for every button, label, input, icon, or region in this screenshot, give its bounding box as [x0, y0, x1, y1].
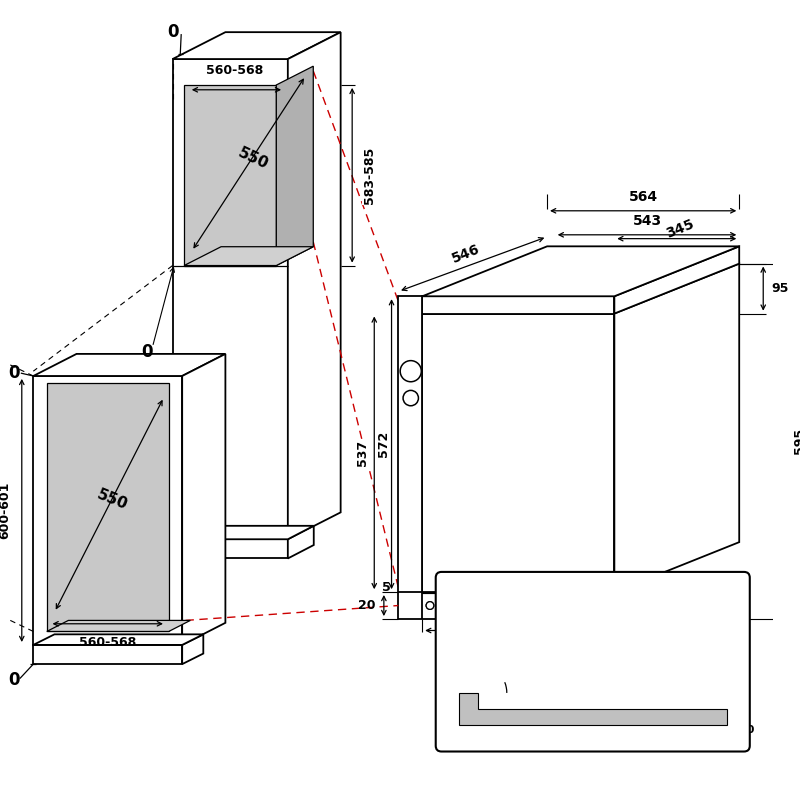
Polygon shape: [422, 264, 739, 314]
Text: 20: 20: [358, 599, 375, 612]
Text: 595: 595: [504, 638, 533, 652]
Text: 595: 595: [793, 428, 800, 454]
Text: 89°: 89°: [513, 666, 536, 678]
Polygon shape: [288, 32, 341, 539]
Text: 0: 0: [682, 701, 690, 710]
Text: 0: 0: [141, 343, 152, 361]
Polygon shape: [422, 246, 739, 296]
Text: 560-568: 560-568: [206, 64, 264, 78]
Text: 0: 0: [8, 364, 20, 382]
Polygon shape: [614, 246, 739, 314]
Text: 95: 95: [771, 282, 788, 295]
Polygon shape: [398, 296, 422, 592]
Polygon shape: [34, 634, 203, 645]
Polygon shape: [276, 66, 314, 266]
Text: 477: 477: [586, 570, 612, 583]
Text: 18: 18: [630, 298, 647, 311]
Polygon shape: [182, 354, 226, 645]
Polygon shape: [173, 539, 288, 558]
Polygon shape: [173, 526, 314, 539]
Text: 572: 572: [377, 431, 390, 458]
Polygon shape: [46, 621, 190, 631]
Text: 10: 10: [739, 726, 754, 735]
Polygon shape: [173, 32, 341, 59]
Circle shape: [426, 602, 434, 610]
Polygon shape: [34, 645, 182, 664]
Polygon shape: [34, 354, 226, 376]
Text: 543: 543: [633, 214, 662, 228]
Text: 560-568: 560-568: [78, 636, 136, 650]
Polygon shape: [458, 693, 726, 725]
Polygon shape: [173, 59, 288, 539]
Text: 345: 345: [663, 217, 696, 241]
Text: 546: 546: [450, 242, 482, 266]
Text: 600-601: 600-601: [0, 482, 11, 539]
Text: 0: 0: [167, 23, 178, 41]
Text: 5: 5: [382, 581, 390, 594]
Circle shape: [426, 602, 434, 610]
FancyBboxPatch shape: [436, 572, 750, 751]
Text: 583-585: 583-585: [363, 146, 376, 204]
Text: 550: 550: [236, 146, 271, 173]
Text: 0: 0: [8, 671, 20, 690]
Polygon shape: [422, 296, 614, 314]
Polygon shape: [184, 246, 314, 266]
Polygon shape: [182, 634, 203, 664]
Text: 564: 564: [629, 190, 658, 204]
Polygon shape: [614, 264, 739, 592]
Polygon shape: [288, 526, 314, 558]
Polygon shape: [184, 85, 276, 266]
Text: 537: 537: [357, 440, 370, 466]
Polygon shape: [34, 376, 182, 645]
Polygon shape: [46, 382, 169, 631]
Polygon shape: [422, 314, 614, 592]
Text: 550: 550: [94, 487, 130, 513]
